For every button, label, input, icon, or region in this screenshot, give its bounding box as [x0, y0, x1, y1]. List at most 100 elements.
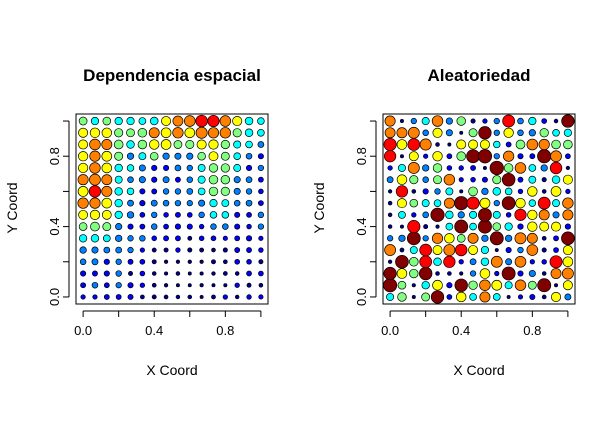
data-point	[447, 271, 452, 276]
data-point	[162, 199, 170, 207]
data-point	[92, 294, 98, 300]
data-point	[552, 128, 560, 137]
data-point	[563, 139, 573, 150]
data-point	[562, 245, 573, 256]
data-point	[515, 139, 526, 150]
data-point	[77, 174, 89, 186]
data-point	[211, 271, 216, 276]
data-point	[433, 257, 442, 267]
data-point	[138, 152, 147, 161]
data-point	[161, 116, 172, 127]
data-point	[78, 209, 88, 220]
data-point	[562, 280, 573, 291]
data-point	[149, 151, 159, 161]
data-point	[517, 246, 524, 254]
data-point	[103, 246, 111, 254]
data-point	[395, 185, 409, 198]
data-point	[234, 282, 240, 288]
data-point	[387, 259, 393, 264]
data-point	[162, 152, 170, 160]
right-plot-frame	[382, 113, 576, 305]
data-point	[505, 258, 513, 266]
data-point	[552, 199, 560, 208]
data-point	[211, 247, 216, 253]
data-point	[456, 116, 466, 126]
data-point	[128, 271, 133, 276]
data-point	[187, 271, 192, 276]
data-point	[246, 270, 252, 277]
data-point	[199, 295, 204, 299]
data-point	[127, 235, 134, 242]
left-x-axis: 0.0 0.4 0.8	[74, 310, 262, 338]
data-point	[430, 290, 445, 304]
data-point	[80, 294, 86, 300]
data-point	[396, 174, 408, 185]
data-point	[529, 153, 536, 160]
data-point	[386, 292, 395, 301]
data-point	[468, 186, 478, 197]
data-point	[233, 140, 242, 149]
data-point	[468, 245, 479, 255]
data-point	[445, 187, 454, 196]
data-point	[434, 188, 441, 195]
data-point	[458, 259, 464, 265]
data-point	[126, 211, 135, 219]
data-point	[139, 200, 146, 207]
data-point	[398, 234, 406, 242]
data-point	[222, 271, 228, 276]
data-point	[469, 210, 478, 219]
data-point	[504, 281, 513, 290]
data-point	[174, 199, 182, 207]
data-point	[102, 222, 112, 231]
data-point	[493, 117, 500, 125]
left-plot-frame	[75, 113, 269, 305]
data-point	[126, 116, 135, 126]
data-point	[445, 129, 453, 137]
data-point	[163, 212, 169, 218]
right-chart-title: Aleatoriedad	[428, 66, 531, 85]
data-point	[163, 283, 169, 288]
y-tick-label: 0.0	[354, 288, 369, 306]
data-point	[409, 175, 419, 185]
data-point	[387, 189, 393, 194]
data-point	[246, 294, 252, 300]
data-point	[469, 222, 477, 231]
data-point	[431, 115, 444, 127]
data-point	[397, 163, 406, 172]
data-point	[207, 114, 220, 128]
data-point	[101, 174, 113, 186]
data-point	[89, 127, 101, 138]
data-point	[517, 176, 524, 183]
data-point	[494, 270, 500, 277]
data-point	[183, 115, 196, 127]
data-point	[517, 129, 524, 137]
data-point	[103, 294, 110, 300]
data-point	[528, 175, 537, 184]
data-point	[245, 188, 253, 195]
data-point	[541, 271, 547, 276]
data-point	[490, 255, 503, 268]
data-point	[220, 186, 230, 197]
data-point	[139, 270, 146, 277]
data-point	[91, 258, 99, 266]
data-point	[234, 271, 240, 276]
data-point	[386, 235, 394, 242]
data-point	[233, 152, 241, 161]
data-point	[127, 282, 134, 289]
data-point	[101, 185, 113, 197]
data-point	[384, 244, 396, 256]
data-point	[396, 127, 408, 139]
left-data-points	[77, 114, 265, 300]
data-point	[517, 117, 524, 125]
data-point	[456, 291, 467, 303]
data-point	[514, 279, 527, 291]
data-point	[220, 139, 230, 150]
data-point	[456, 139, 467, 150]
data-point	[432, 151, 443, 162]
data-point	[151, 282, 157, 288]
data-point	[187, 247, 193, 253]
data-point	[527, 280, 537, 290]
data-point	[151, 164, 158, 172]
data-point	[411, 283, 416, 288]
